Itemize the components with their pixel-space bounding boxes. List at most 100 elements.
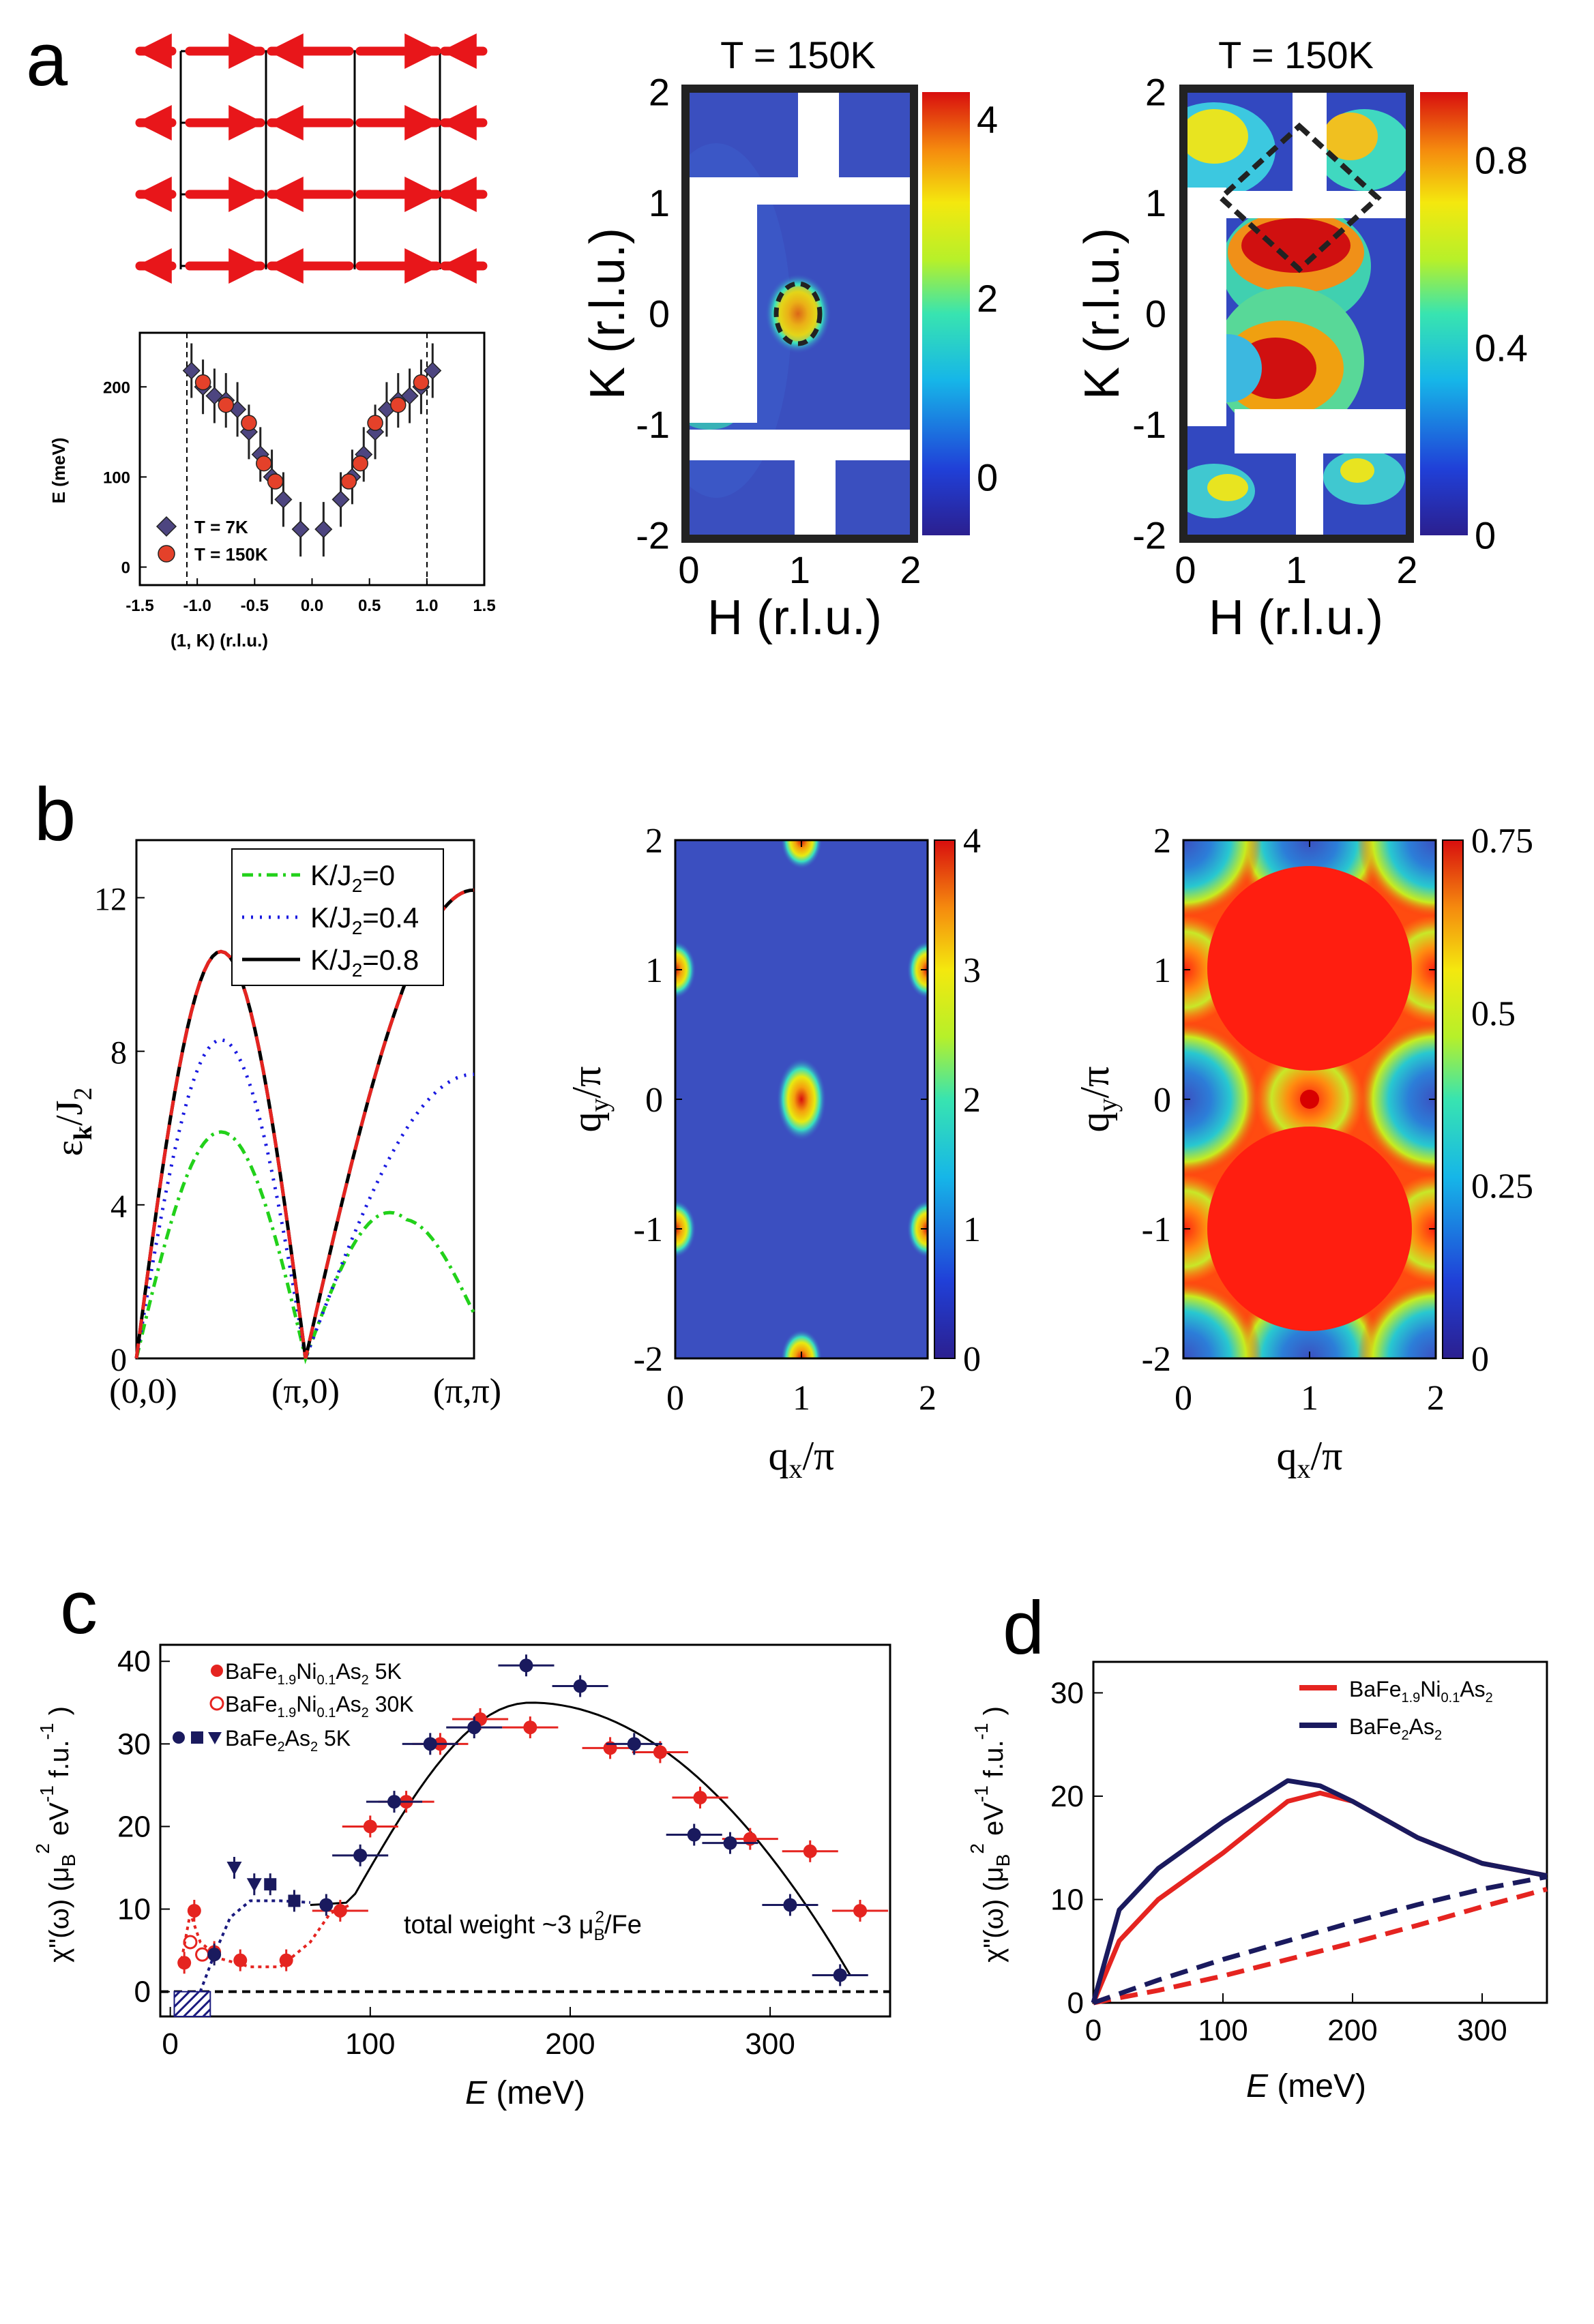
x-tick-label: 2	[1396, 548, 1417, 591]
map-title: T = 150K	[720, 33, 876, 76]
data-point-ni-5K	[187, 1903, 201, 1918]
data-point-ba-5K	[723, 1836, 737, 1850]
colorbar-tick-label: 0.4	[1475, 327, 1528, 370]
x-tick-label: 1	[1301, 1379, 1318, 1418]
magnetic-peak	[781, 1330, 822, 1358]
x-tick-label: 1	[793, 1379, 810, 1418]
colorbar-tick-label: 0.25	[1471, 1167, 1533, 1206]
series-line-2	[1093, 1886, 1548, 2006]
data-point-ni-5K	[363, 1819, 377, 1834]
series-line-1	[1091, 1778, 1548, 2003]
data-point-150K	[241, 415, 257, 431]
x-tick-label: 1	[789, 548, 810, 591]
y-tick-label: 2	[649, 71, 670, 114]
y-tick-label: 1	[1145, 181, 1166, 224]
y-tick-label: 0	[1067, 1986, 1084, 2020]
chart-b-map-right: 0 1 2 2 1 0 -1 -2 0.75 0.5 0.25 0 qx/π qy/π	[1072, 822, 1533, 1484]
data-point-ba-5K	[264, 1878, 277, 1891]
y-tick-label: 2	[1145, 71, 1166, 114]
legend-marker-0	[211, 1665, 223, 1677]
hatched-region	[173, 1991, 211, 2018]
data-point-7K	[331, 490, 350, 509]
legend: BaFe1.9Ni0.1As2 5K BaFe1.9Ni0.1As2 30K B…	[173, 1659, 414, 1755]
chart-d-chi: 0 100 200 300 0 10 20 30 E (meV) χ"(ω) (μB2 eV-…	[966, 1660, 1548, 2104]
data-point-ni-5K	[333, 1903, 347, 1918]
y-tick-label: 20	[1050, 1780, 1084, 1813]
y-axis-label: K (r.l.u.)	[580, 228, 635, 400]
y-tick-label: 10	[117, 1893, 151, 1926]
legend-marker-1	[209, 1696, 224, 1711]
x-tick-label: 0	[666, 1379, 684, 1418]
susceptibility-minimum	[1183, 1280, 1262, 1358]
y-tick-label: 0	[121, 559, 130, 578]
x-tick-label: 0	[1085, 2014, 1102, 2047]
colorbar-tick-label: 0.5	[1471, 994, 1516, 1033]
chart-a-map-left: T = 150K 0 1 2 2 1 0 -1 -2 4 2 0 H (r.l.u.) K (r.l…	[580, 33, 998, 645]
y-tick-label: 12	[94, 881, 127, 917]
legend-label-7K: T = 7K	[194, 517, 248, 537]
y-tick-label: 0	[649, 293, 670, 336]
colorbar	[1442, 839, 1464, 1359]
data-point-7K	[291, 520, 310, 539]
magnetic-peak	[675, 1200, 696, 1257]
fit-curve-red-dotted	[179, 1903, 351, 1969]
x-axis-label: H (r.l.u.)	[707, 591, 882, 645]
y-tick-label: 2	[1153, 822, 1171, 861]
y-tick-label: 4	[110, 1189, 127, 1225]
legend-label-150K: T = 150K	[194, 544, 268, 565]
y-tick-label: -2	[1132, 514, 1166, 557]
x-tick-label: 0	[162, 2027, 178, 2061]
annotation: total weight ~3 μB2/Fe	[404, 1908, 642, 1944]
data-point-ni-5K	[177, 1956, 192, 1970]
colorbar	[934, 839, 956, 1359]
legend-marker-2b	[191, 1731, 203, 1744]
data-point-ba-5K	[226, 1862, 242, 1875]
x-axis-label: (1, K) (r.l.u.)	[171, 630, 268, 651]
legend: BaFe1.9Ni0.1As2 BaFe2As2	[1299, 1677, 1493, 1743]
x-tick-label: 2	[900, 548, 921, 591]
y-tick-label: -1	[636, 403, 670, 446]
data-point-ba-5K	[353, 1848, 368, 1862]
x-tick-label: 1.5	[473, 597, 495, 615]
data-point-150K	[390, 396, 407, 413]
y-tick-label: 40	[117, 1645, 151, 1678]
colorbar-tick-label: 0	[1475, 514, 1496, 557]
x-tick-label: 1	[1286, 548, 1307, 591]
y-tick-label: 20	[117, 1810, 151, 1843]
y-tick-label: 0	[645, 1081, 663, 1120]
x-tick-label: 2	[1427, 1379, 1445, 1418]
chart-c-chi: 0 100 200 300 0 10 20 30 40 E (meV) χ"(ω) (μB2 e…	[32, 1643, 891, 2111]
colorbar-tick-label: 0.75	[1471, 822, 1533, 861]
y-tick-label: 1	[1153, 951, 1171, 990]
spin-lattice-diagram	[135, 33, 488, 284]
data-point-ni-5K	[803, 1844, 817, 1858]
y-tick-label: -2	[1142, 1340, 1171, 1379]
x-tick-label: -1.0	[183, 597, 211, 615]
data-point-ba-5K	[423, 1737, 437, 1751]
map-title: T = 150K	[1218, 33, 1374, 76]
legend-marker-2a	[173, 1731, 185, 1744]
susceptibility-minimum	[1183, 840, 1262, 919]
data-point-ba-5K	[833, 1968, 847, 1982]
x-tick-label: (π,π)	[433, 1372, 501, 1411]
data-point-ba-5K	[467, 1720, 482, 1735]
colorbar-tick-label: 0	[977, 456, 998, 499]
magnetic-peak	[781, 840, 822, 869]
y-tick-label: 30	[117, 1727, 151, 1761]
legend-label-1: K/J2=0.4	[310, 902, 419, 938]
data-point-150K	[367, 415, 383, 431]
center-peak	[1300, 1090, 1319, 1109]
legend-label-0: BaFe1.9Ni0.1As2	[1349, 1677, 1493, 1705]
data-point-7K	[424, 361, 442, 380]
series-line-k04	[134, 1038, 475, 1365]
colorbar	[1420, 92, 1468, 535]
y-tick-label: 1	[649, 181, 670, 224]
y-axis-label: χ"(ω) (μB2 eV-1 f.u.-1 )	[966, 1706, 1014, 1963]
data-point-ba-5K	[319, 1898, 334, 1912]
colorbar-tick-label: 0.8	[1475, 139, 1528, 182]
chart-a-map-right: T = 150K 0 1 2 2 1 0 -1	[1075, 33, 1528, 645]
y-tick-label: -1	[1132, 403, 1166, 446]
y-tick-label: 0	[1153, 1081, 1171, 1120]
series-line-0	[1091, 1790, 1548, 2004]
colorbar-tick-label: 4	[977, 98, 998, 141]
